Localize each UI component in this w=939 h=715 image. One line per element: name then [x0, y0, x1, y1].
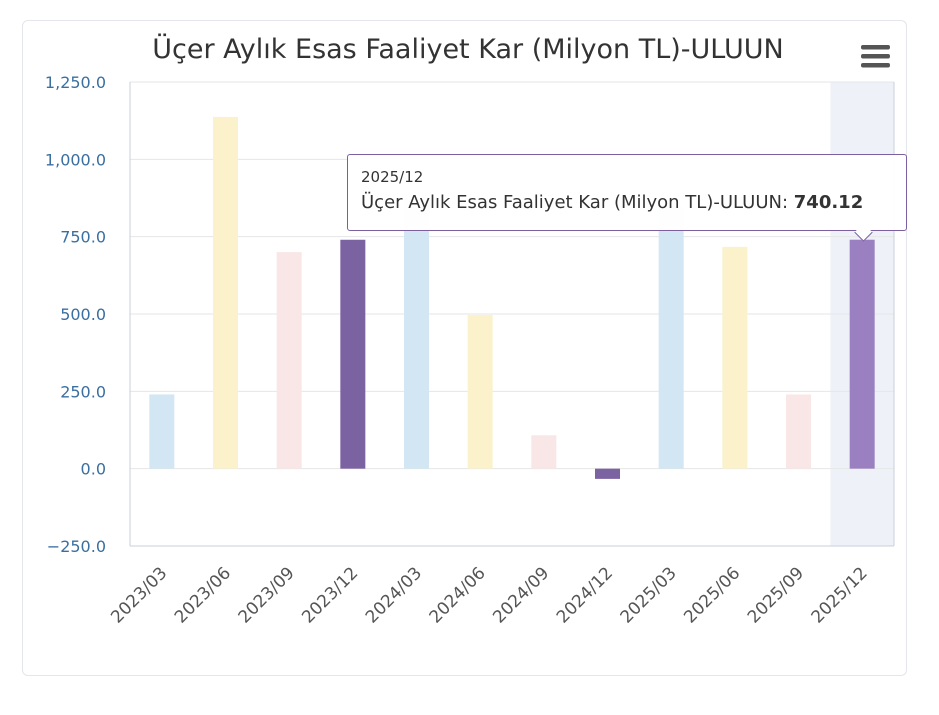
x-tick-label: 2025/06 [680, 563, 744, 627]
bar [404, 199, 429, 469]
bar [276, 252, 302, 469]
bar [213, 116, 238, 469]
bar [467, 314, 493, 469]
x-tick-label: 2025/12 [808, 563, 872, 627]
y-tick-label: 500.0 [60, 305, 106, 324]
bar [786, 394, 811, 469]
chart-card [22, 20, 907, 676]
tooltip-series-name: Üçer Aylık Esas Faaliyet Kar (Milyon TL)… [361, 192, 789, 213]
bar [849, 239, 875, 469]
bar [149, 394, 175, 469]
bar [340, 239, 366, 469]
y-tick-label: 0.0 [81, 460, 106, 479]
x-tick-label: 2024/09 [489, 563, 553, 627]
x-tick-label: 2023/12 [298, 563, 362, 627]
bar [722, 246, 748, 469]
y-tick-label: 1,250.0 [45, 73, 106, 92]
tooltip-value: 740.12 [793, 192, 864, 213]
chart-title: Üçer Aylık Esas Faaliyet Kar (Milyon TL)… [152, 33, 783, 65]
y-tick-label: 750.0 [60, 228, 106, 247]
tooltip: 2025/12 Üçer Aylık Esas Faaliyet Kar (Mi… [347, 154, 907, 242]
x-tick-label: 2024/12 [553, 563, 617, 627]
x-tick-label: 2025/03 [617, 563, 681, 627]
x-tick-label: 2023/06 [171, 563, 235, 627]
x-tick-label: 2024/06 [426, 563, 490, 627]
bar [595, 468, 620, 479]
y-tick-label: 1,000.0 [45, 150, 106, 169]
x-tick-label: 2023/09 [235, 563, 299, 627]
tooltip-line: Üçer Aylık Esas Faaliyet Kar (Milyon TL)… [361, 192, 906, 213]
tooltip-category: 2025/12 [361, 168, 424, 186]
x-tick-label: 2024/03 [362, 563, 426, 627]
hamburger-menu-icon[interactable] [861, 45, 890, 68]
bar [531, 435, 557, 469]
y-tick-label: 250.0 [60, 382, 106, 401]
bar [658, 205, 684, 469]
x-tick-label: 2025/09 [744, 563, 808, 627]
y-tick-label: −250.0 [47, 537, 106, 556]
x-tick-label: 2023/03 [107, 563, 171, 627]
